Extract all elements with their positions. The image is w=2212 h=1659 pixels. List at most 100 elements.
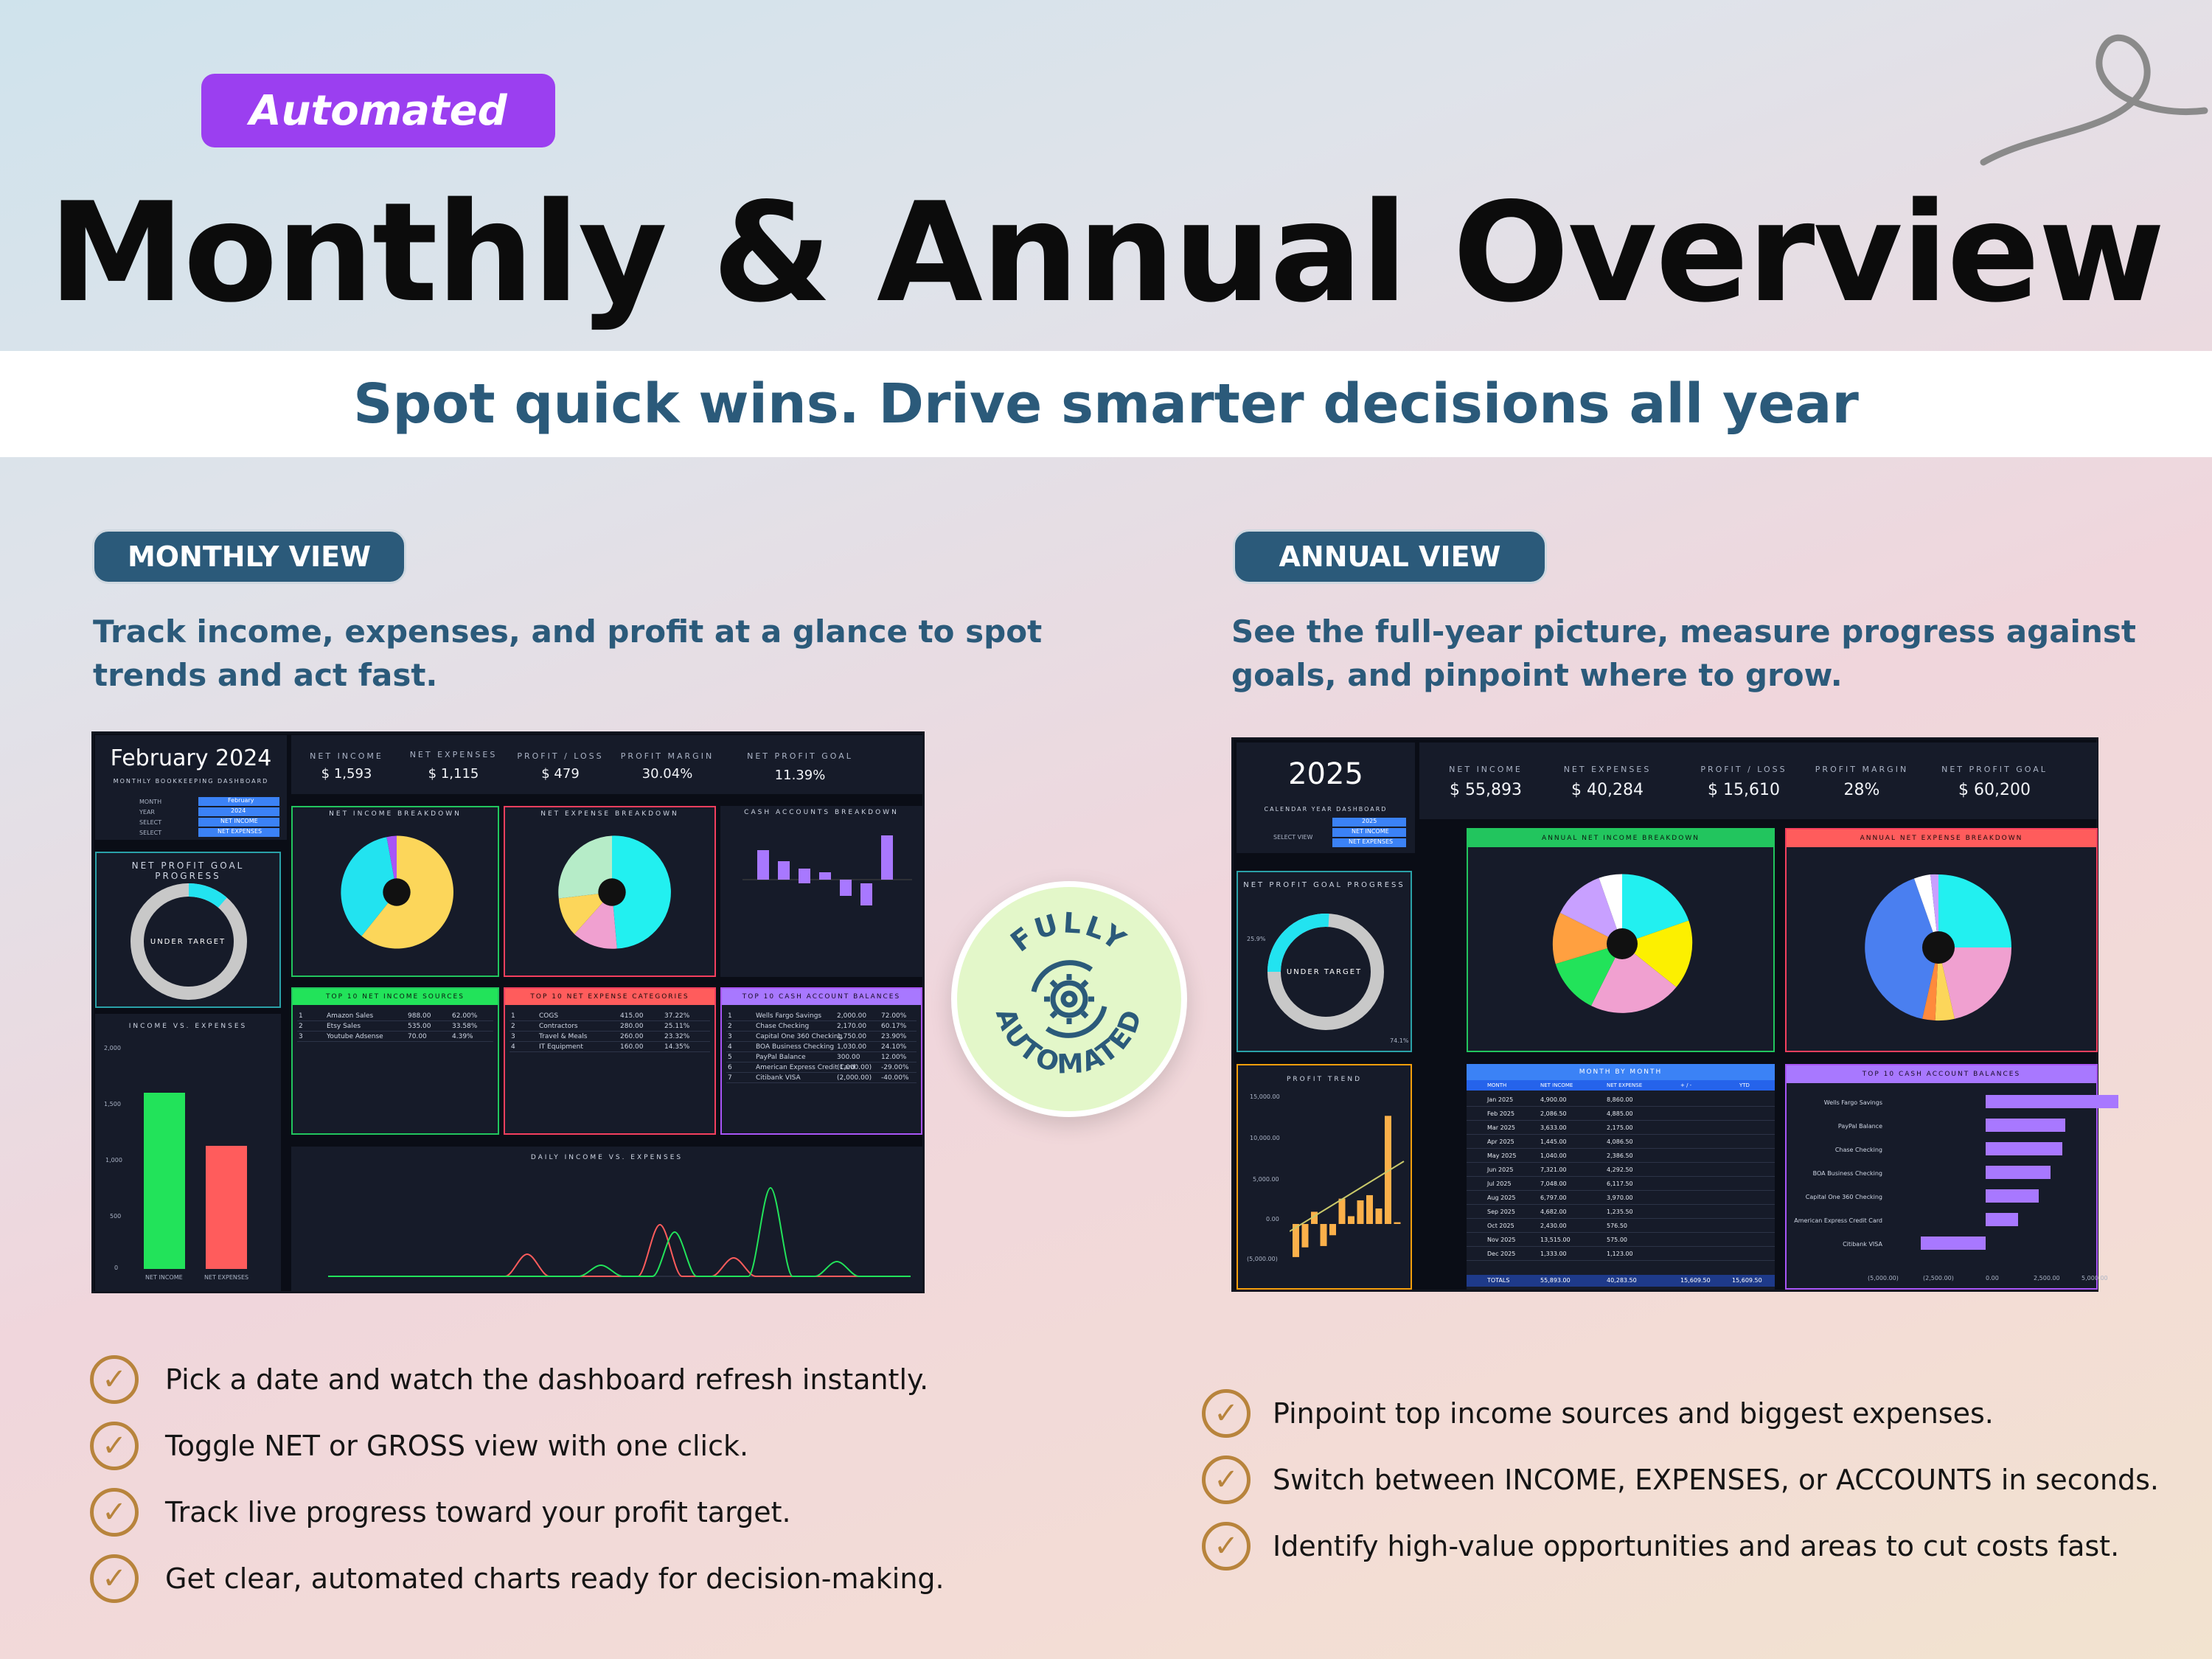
- top-expense-header: TOP 10 NET EXPENSE CATEGORIES: [505, 989, 714, 1005]
- bullet-text: Get clear, automated charts ready for de…: [165, 1562, 945, 1595]
- month-income: 1,333.00: [1540, 1251, 1567, 1257]
- month-income: 2,430.00: [1540, 1222, 1567, 1229]
- top-income-panel: TOP 10 NET INCOME SOURCES 1 Amazon Sales 9…: [291, 987, 499, 1135]
- col-header: + / -: [1680, 1082, 1692, 1088]
- income-view-dropdown[interactable]: NET INCOME: [1332, 828, 1406, 837]
- cash-account-bar: [1986, 1142, 2062, 1155]
- panel-title: CASH ACCOUNTS BREAKDOWN: [744, 809, 899, 816]
- expense-breakdown-panel: NET EXPENSE BREAKDOWN: [504, 806, 716, 977]
- month-expense: 575.00: [1607, 1237, 1627, 1243]
- row-name: Citibank VISA: [756, 1074, 801, 1082]
- month-name: Jun 2025: [1487, 1166, 1514, 1173]
- monthly-bullets: ✓ Pick a date and watch the dashboard re…: [90, 1346, 1048, 1612]
- month-row: Aug 2025 6,797.00 3,970.00: [1467, 1192, 1775, 1205]
- row-name: Chase Checking: [756, 1023, 810, 1030]
- bullet-text: Pick a date and watch the dashboard refr…: [165, 1363, 929, 1396]
- year-dropdown[interactable]: 2024: [198, 807, 279, 816]
- month-income: 13,515.00: [1540, 1237, 1571, 1243]
- row-rank: 3: [728, 1033, 732, 1040]
- seal-svg: FULLY AUTOMATED: [990, 906, 1147, 1079]
- trend-bar: [1338, 1198, 1346, 1224]
- month-row: Oct 2025 2,430.00 576.50: [1467, 1220, 1775, 1233]
- bullet-item: ✓ Pinpoint top income sources and bigges…: [1202, 1380, 2205, 1447]
- cash-bars: Wells Fargo Savings PayPal Balance Chase C…: [1787, 1095, 2118, 1272]
- trend-bar: [1320, 1224, 1327, 1246]
- month-expense: 576.50: [1607, 1222, 1627, 1229]
- row-pct: 14.35%: [664, 1043, 690, 1051]
- check-icon: ✓: [1202, 1522, 1251, 1571]
- panel-title: PROFIT TREND: [1286, 1076, 1363, 1083]
- bar-label: NET EXPENSES: [204, 1274, 249, 1281]
- bullet-item: ✓ Get clear, automated charts ready for …: [90, 1545, 1048, 1612]
- row-name: BOA Business Checking: [756, 1043, 835, 1051]
- check-icon: ✓: [90, 1554, 139, 1603]
- annual-income-header: ANNUAL NET INCOME BREAKDOWN: [1468, 830, 1773, 847]
- row-name: Youtube Adsense: [327, 1033, 383, 1040]
- daily-line-chart: [328, 1186, 911, 1277]
- trend-bar: [1329, 1224, 1336, 1236]
- expense-view-dropdown[interactable]: NET EXPENSES: [1332, 838, 1406, 847]
- row-rank: 2: [511, 1023, 515, 1030]
- select-view-label: SELECT VIEW: [1273, 834, 1313, 841]
- cash-account-label: PayPal Balance: [1837, 1123, 1882, 1130]
- selector-label: SELECT: [139, 819, 162, 826]
- table-row: 1 Wells Fargo Savings 2,000.00 72.00%: [726, 1011, 917, 1021]
- month-dropdown[interactable]: February: [198, 797, 279, 806]
- cash-account-bar: [1986, 1189, 2039, 1203]
- row-pct: -40.00%: [881, 1074, 909, 1082]
- expense-view-dropdown[interactable]: NET EXPENSES: [198, 828, 279, 837]
- month-row: Dec 2025 1,333.00 1,123.00: [1467, 1248, 1775, 1261]
- goal-progress-panel: NET PROFIT GOAL PROGRESS UNDER TARGET: [95, 852, 281, 1008]
- cash-account-label: American Express Credit Card: [1794, 1217, 1882, 1224]
- annual-goal-panel: NET PROFIT GOAL PROGRESS UNDER TARGET 25…: [1237, 871, 1412, 1052]
- table-row: 7 Citibank VISA (2,000.00) -40.00%: [726, 1073, 917, 1083]
- row-rank: 6: [728, 1064, 732, 1071]
- annual-expense-panel: ANNUAL NET EXPENSE BREAKDOWN: [1785, 828, 2098, 1052]
- month-name: Dec 2025: [1487, 1251, 1516, 1257]
- row-pct: 72.00%: [881, 1012, 907, 1020]
- kpi-label: NET EXPENSES: [1563, 765, 1652, 774]
- annual-trend-panel: PROFIT TREND 15,000.00 10,000.00 5,000.0…: [1237, 1064, 1412, 1290]
- cash-tick: 2,500.00: [2034, 1275, 2060, 1281]
- totals-expense: 40,283.50: [1607, 1277, 1637, 1284]
- income-breakdown-panel: NET INCOME BREAKDOWN: [291, 806, 499, 977]
- row-total: 300.00: [837, 1054, 860, 1061]
- tick-label: 0.00: [1266, 1216, 1279, 1222]
- tick-label: 15,000.00: [1250, 1093, 1280, 1100]
- month-name: May 2025: [1487, 1152, 1517, 1159]
- top-cash-header: TOP 10 CASH ACCOUNT BALANCES: [722, 989, 921, 1005]
- row-name: Travel & Meals: [539, 1033, 588, 1040]
- month-row: Jul 2025 7,048.00 6,117.50: [1467, 1178, 1775, 1191]
- month-income: 4,682.00: [1540, 1208, 1567, 1215]
- bullet-item: ✓ Track live progress toward your profit…: [90, 1479, 1048, 1545]
- daily-chart-panel: DAILY INCOME VS. EXPENSES: [291, 1147, 922, 1291]
- trend-bar: [1357, 1200, 1364, 1224]
- month-name: Sep 2025: [1487, 1208, 1515, 1215]
- month-by-month-header: MONTH BY MONTH: [1467, 1064, 1775, 1080]
- annual-cash-header: TOP 10 CASH ACCOUNT BALANCES: [1787, 1065, 2096, 1083]
- year-dropdown[interactable]: 2025: [1332, 818, 1406, 827]
- month-date: February 2024: [110, 745, 272, 771]
- annual-description: See the full-year picture, measure progr…: [1231, 611, 2190, 698]
- month-row: Mar 2025 3,633.00 2,175.00: [1467, 1121, 1775, 1135]
- table-row: 4 BOA Business Checking 1,030.00 24.10%: [726, 1042, 917, 1052]
- row-pct: 23.32%: [664, 1033, 690, 1040]
- row-rank: 1: [299, 1012, 303, 1020]
- month-expense: 1,123.00: [1607, 1251, 1633, 1257]
- row-total: 70.00: [408, 1033, 427, 1040]
- month-name: Nov 2025: [1487, 1237, 1516, 1243]
- month-dashboard-subtitle: MONTHLY BOOKKEEPING DASHBOARD: [113, 778, 269, 785]
- row-total: 535.00: [408, 1023, 431, 1030]
- totals-label: TOTALS: [1487, 1277, 1510, 1284]
- kpi-label: NET INCOME: [1449, 765, 1523, 774]
- month-income: 7,048.00: [1540, 1180, 1567, 1187]
- kpi-value: 30.04%: [641, 766, 693, 782]
- totals-row: TOTALS 55,893.00 40,283.50 15,609.50 15,…: [1467, 1275, 1775, 1287]
- month-row: May 2025 1,040.00 2,386.50: [1467, 1150, 1775, 1163]
- month-name: Apr 2025: [1487, 1138, 1514, 1145]
- col-header: NET EXPENSE: [1607, 1082, 1643, 1088]
- trend-bar: [1348, 1216, 1354, 1224]
- annual-cash-panel: TOP 10 CASH ACCOUNT BALANCES Wells Fargo…: [1785, 1064, 2118, 1290]
- income-view-dropdown[interactable]: NET INCOME: [198, 818, 279, 827]
- cash-tick: 0.00: [1986, 1275, 1999, 1281]
